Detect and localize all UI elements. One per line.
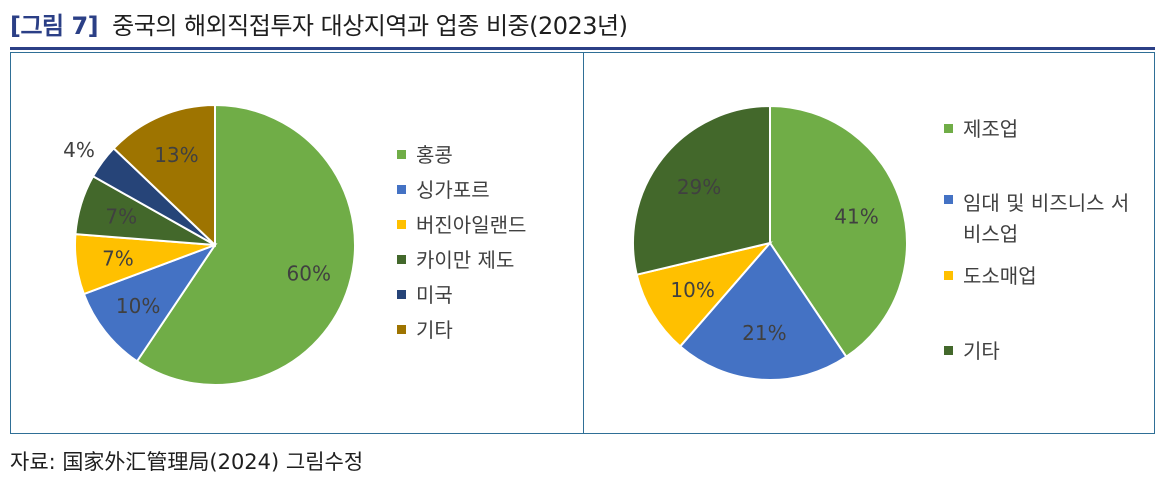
slice-label-기타: 29% bbox=[677, 175, 721, 199]
legend-label: 카이만 제도 bbox=[416, 248, 515, 272]
legend-swatch bbox=[397, 220, 406, 229]
slice-label-미국: 4% bbox=[63, 138, 95, 162]
figure-title: [그림 7] 중국의 해외직접투자 대상지역과 업종 비중(2023년) bbox=[10, 6, 628, 41]
header-rule bbox=[10, 47, 1155, 50]
pie-slice-홍콩 bbox=[135, 103, 356, 386]
legend-label: 기타 bbox=[963, 339, 1000, 363]
legend-swatch bbox=[397, 325, 406, 334]
slice-label-기타: 13% bbox=[154, 143, 198, 167]
pie-slice-싱가포르 bbox=[82, 242, 218, 363]
legend-item-홍콩: 홍콩 bbox=[397, 139, 453, 168]
pie-slice-기타 bbox=[632, 104, 771, 276]
slice-label-카이만-제도: 7% bbox=[105, 204, 137, 228]
slice-label-도소매업: 10% bbox=[670, 278, 714, 302]
legend-item-제조업: 제조업 bbox=[944, 113, 1018, 142]
legend-label: 홍콩 bbox=[416, 143, 453, 167]
legend-label: 임대 및 비즈니스 서비스업 bbox=[963, 191, 1130, 246]
legend-swatch bbox=[944, 271, 953, 280]
legend-swatch bbox=[397, 150, 406, 159]
legend-label: 버진아일랜드 bbox=[416, 213, 527, 237]
legend-item-버진아일랜드: 버진아일랜드 bbox=[397, 209, 526, 238]
legend-label: 기타 bbox=[416, 318, 453, 342]
legend-swatch bbox=[397, 290, 406, 299]
legend-item-기타: 기타 bbox=[397, 314, 453, 343]
legend-swatch bbox=[944, 124, 953, 133]
slice-label-임대-및-비즈니스-서비스업: 21% bbox=[742, 321, 786, 345]
pie-slice-제조업 bbox=[769, 104, 908, 359]
pie-slice-도소매업 bbox=[635, 241, 773, 348]
industry-pie-chart: 41% 21% 10% 29% bbox=[632, 104, 908, 381]
slice-label-싱가포르: 10% bbox=[116, 294, 160, 318]
pie-slice-임대-및-비즈니스-서비스업 bbox=[678, 241, 848, 381]
legend-item-미국: 미국 bbox=[397, 279, 453, 308]
legend-swatch bbox=[944, 346, 953, 355]
legend-item-임대-및-비즈니스-서비스업: 임대 및 비즈니스 서비스업 bbox=[944, 188, 1133, 250]
legend-label: 도소매업 bbox=[963, 264, 1037, 288]
slice-label-버진아일랜드: 7% bbox=[102, 247, 134, 271]
slice-label-제조업: 41% bbox=[834, 205, 878, 229]
legend-item-기타: 기타 bbox=[944, 335, 1000, 364]
legend-label: 싱가포르 bbox=[416, 178, 490, 202]
legend-label: 제조업 bbox=[963, 117, 1019, 141]
source-note: 자료: 国家外汇管理局(2024) 그림수정 bbox=[10, 450, 364, 474]
region-pie-chart: 60% 10% 7% 7% 4% 13% bbox=[63, 103, 356, 386]
pie-slice-기타 bbox=[112, 103, 216, 248]
slice-label-홍콩: 60% bbox=[287, 262, 331, 286]
legend-item-싱가포르: 싱가포르 bbox=[397, 174, 490, 203]
legend-item-도소매업: 도소매업 bbox=[944, 260, 1037, 289]
figure-label: [그림 7] bbox=[10, 12, 99, 40]
legend-item-카이만-제도: 카이만 제도 bbox=[397, 244, 514, 273]
legend-swatch bbox=[944, 195, 953, 204]
legend-label: 미국 bbox=[416, 283, 453, 307]
legend-swatch bbox=[397, 185, 406, 194]
figure-title-text: 중국의 해외직접투자 대상지역과 업종 비중(2023년) bbox=[112, 12, 628, 40]
legend-swatch bbox=[397, 255, 406, 264]
